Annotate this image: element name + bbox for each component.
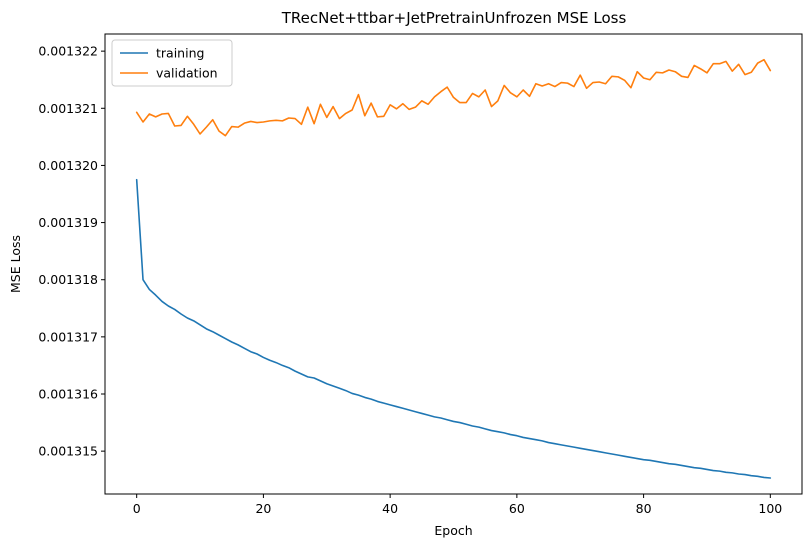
series-line-validation	[135, 58, 772, 137]
x-tick-label: 60	[509, 501, 525, 516]
y-tick-label: 0.001317	[38, 329, 98, 344]
series-line-training	[135, 178, 772, 479]
x-tick-label: 0	[133, 501, 141, 516]
y-tick-label: 0.001318	[38, 272, 98, 287]
y-tick-label: 0.001320	[38, 158, 98, 173]
plot-frame	[104, 33, 803, 495]
legend-label-validation: validation	[156, 66, 218, 81]
x-tick-label: 80	[636, 501, 652, 516]
legend-label-training: training	[156, 46, 204, 61]
x-tick-label: 100	[758, 501, 782, 516]
chart-title: TRecNet+ttbar+JetPretrainUnfrozen MSE Lo…	[281, 9, 627, 27]
plot-series	[135, 58, 772, 479]
legend-box	[111, 39, 233, 87]
y-tick-label: 0.001319	[38, 215, 98, 230]
y-tick-label: 0.001321	[38, 101, 98, 116]
y-tick-label: 0.001316	[38, 387, 98, 402]
x-tick-label: 40	[382, 501, 398, 516]
y-tick-label: 0.001315	[38, 444, 98, 459]
legend: training validation	[111, 39, 233, 87]
y-tick-label: 0.001322	[38, 44, 98, 59]
x-axis-label: Epoch	[434, 523, 472, 538]
axes: 0 20 40 60 80 100 0.001315 0.001316 0.001317 0.00…	[38, 44, 782, 516]
y-axis-label: MSE Loss	[8, 235, 23, 293]
x-tick-label: 20	[255, 501, 271, 516]
